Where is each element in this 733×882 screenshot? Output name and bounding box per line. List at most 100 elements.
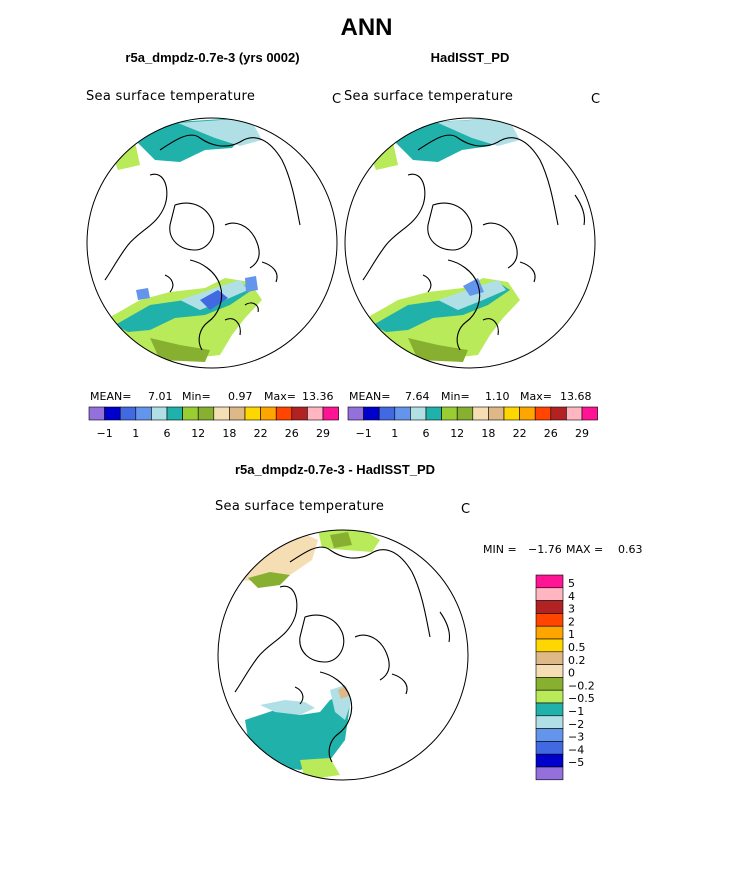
colorbar-swatch [229,406,246,421]
panel-2-variable: Sea surface temperature [344,89,514,104]
difference-title: r5a_dmpdz-0.7e-3 - HadISST_PD [234,462,436,477]
colorbar-swatch [213,406,230,421]
legend-swatch [535,753,564,768]
legend-swatch [535,766,564,781]
map-1-boundary [86,117,338,369]
coastlines-1 [104,134,301,351]
colorbar-swatch [566,406,583,421]
legend-swatch [535,638,564,653]
colorbar-swatch [307,406,324,421]
diff-pacific-positive [235,532,318,582]
sst-labrador-cold [136,288,150,300]
panel-2-mean-label: MEAN= [349,390,391,403]
map-2 [345,118,595,368]
colorbar-swatch [347,406,364,421]
sst-atlantic-warmer [150,338,210,362]
diff-bering-slight [330,532,352,548]
sst-bering-region [178,118,262,146]
legend-swatch [535,625,564,640]
colorbar-swatch [394,406,411,421]
colorbar-swatch [534,406,552,421]
colorbar-swatch [519,406,536,421]
difference-min-value: −1.76 [528,543,562,556]
colorbar-tick-label: 26 [544,427,558,440]
colorbar-swatch [135,406,152,421]
legend-label: 2 [568,615,575,628]
legend-label: 0.5 [568,641,586,654]
legend-swatch [535,715,564,729]
colorbar-swatch [472,406,489,421]
legend-swatch [535,741,564,755]
colorbar-swatch [151,406,168,421]
colorbar-swatch [291,406,308,421]
diff-atlantic-cold [245,695,350,770]
panel-2-max-value: 13.68 [560,390,592,403]
legend-label: 0 [568,667,575,680]
panel-2-units: C [591,92,601,107]
colorbar-swatch [197,406,215,421]
colorbar-swatch [104,406,121,421]
colorbar-swatch [488,406,505,421]
colorbar-swatch [581,406,598,421]
panel-2-max-label: Max= [520,390,552,403]
panel-1-max-label: Max= [264,390,296,403]
colorbar-swatch [260,406,277,421]
legend-label: 0.2 [568,654,586,667]
colorbar-tick-label: 1 [391,427,398,440]
panel-1-min-label: Min= [182,390,211,403]
colorbar-1: −1 1 6 12 18 22 26 29 [88,406,339,440]
legend-label: 3 [568,603,575,616]
panel-1-mean-value: 7.01 [148,390,173,403]
difference-units: C [461,502,471,517]
map-1 [87,118,337,368]
legend-swatch [535,651,564,665]
colorbar-tick-label: 26 [285,427,299,440]
colorbar-tick-label: 18 [222,427,236,440]
panel-1-variable: Sea surface temperature [86,89,256,104]
panel-1-min-value: 0.97 [228,390,253,403]
colorbar-swatch [166,406,183,421]
panel-1-mean-label: MEAN= [90,390,132,403]
panel-2-mean-value: 7.64 [405,390,430,403]
colorbar-tick-label: 29 [575,427,589,440]
colorbar-swatch [550,406,567,421]
map-2-boundary [344,117,596,369]
colorbar-2: −1 1 6 12 18 22 26 29 [347,406,598,440]
legend-label: −4 [568,743,584,756]
difference-max-value: 0.63 [618,543,643,556]
sst-barents-cold [200,290,228,310]
map-3 [218,530,468,780]
legend-label: −2 [568,718,584,731]
sst-barents-cold [463,278,484,296]
difference-variable: Sea surface temperature [215,499,385,514]
difference-max-label: MAX = [566,543,604,556]
colorbar-tick-label: 6 [164,427,171,440]
legend-label: −3 [568,731,584,744]
panel-2-min-value: 1.10 [485,390,510,403]
difference-min-label: MIN = [483,543,517,556]
colorbar-swatch [363,406,380,421]
legend-swatch [535,677,564,691]
colorbar-swatch [441,406,458,421]
legend-swatch [535,689,564,704]
map-3-boundary [217,529,469,781]
colorbar-swatch [410,406,427,421]
colorbar-swatch [275,406,293,421]
diff-atlantic-mild [300,758,340,780]
legend-label: −0.5 [568,692,595,705]
colorbar-swatch [503,406,520,421]
sst-bering-region [436,118,520,146]
colorbar-swatch [244,406,261,421]
legend-swatch [535,587,564,601]
colorbar-tick-label: 18 [481,427,495,440]
legend-label: −5 [568,756,584,769]
colorbar-tick-label: 29 [316,427,330,440]
colorbar-tick-label: 12 [191,427,205,440]
colorbar-swatch [425,406,442,421]
legend-swatch [535,702,564,717]
panel-1-units: C [332,92,342,107]
legend-swatch [535,613,564,627]
legend-label: 5 [568,577,575,590]
panel-2-min-label: Min= [441,390,470,403]
legend-swatch [535,664,564,678]
